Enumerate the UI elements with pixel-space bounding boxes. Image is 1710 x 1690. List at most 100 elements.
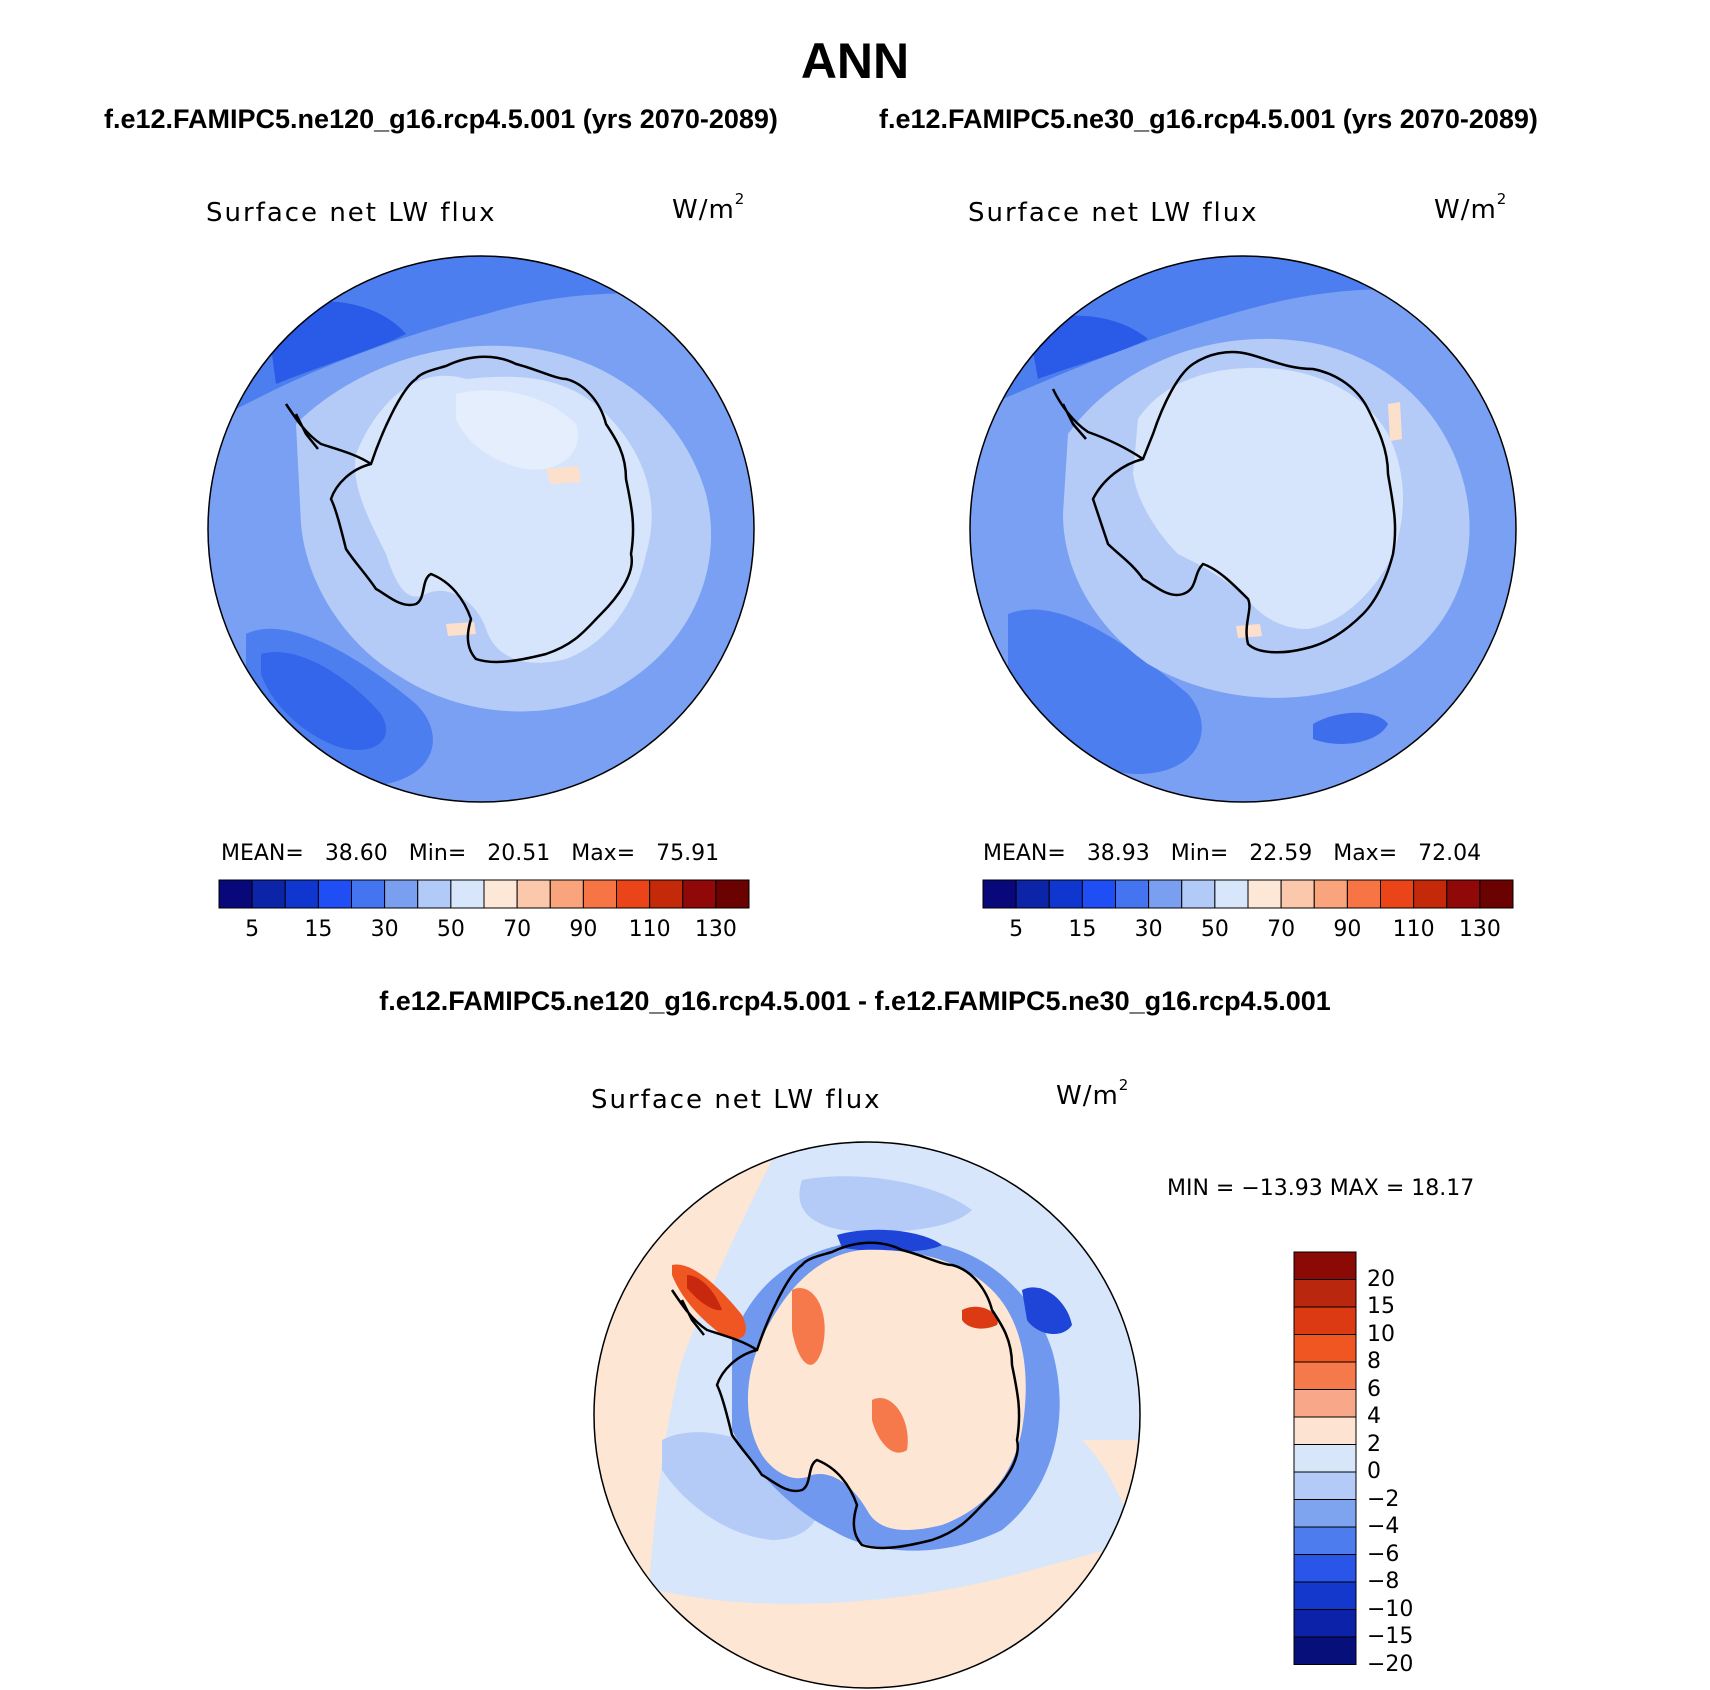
case1-title: f.e12.FAMIPC5.ne120_g16.rcp4.5.001 (yrs … (104, 104, 778, 134)
colorbar-tick-label: 8 (1367, 1349, 1381, 1374)
colorbar-swatch (1293, 1444, 1357, 1473)
map-panel1 (207, 255, 755, 803)
colorbar-tick-label: 70 (1267, 917, 1296, 942)
colorbar-swatch (1115, 879, 1150, 909)
colorbar-tick-label: 5 (1009, 917, 1024, 942)
map-panel3-difference (593, 1141, 1141, 1689)
colorbar-tick-label: 130 (1458, 917, 1501, 942)
colorbar-tick-label: 10 (1367, 1321, 1395, 1347)
colorbar-tick-label: 90 (569, 917, 598, 942)
map-panel2 (969, 255, 1517, 803)
colorbar-tick-label: 4 (1367, 1404, 1381, 1429)
colorbar-tick-label: 110 (1392, 917, 1435, 942)
case2-title: f.e12.FAMIPC5.ne30_g16.rcp4.5.001 (yrs 2… (879, 104, 1538, 134)
colorbar-swatch (1293, 1609, 1357, 1638)
colorbar-tick-label: −8 (1367, 1569, 1400, 1594)
difference-title: f.e12.FAMIPC5.ne120_g16.rcp4.5.001 - f.e… (379, 986, 1331, 1016)
colorbar-swatch (982, 879, 1017, 909)
colorbar-swatch (1313, 879, 1348, 909)
colorbar-swatch (1293, 1251, 1357, 1280)
peninsula (284, 403, 372, 466)
colorbar-swatch (1446, 879, 1481, 909)
colorbar-tick-label: 5 (245, 917, 260, 942)
colorbar-swatch (450, 879, 485, 909)
colorbar-swatch (317, 879, 352, 909)
main-title: ANN (800, 33, 910, 89)
colorbar-tick-label: 70 (503, 917, 532, 942)
colorbar-tick-label: 30 (1134, 917, 1163, 942)
colorbar-swatch (251, 879, 286, 909)
colorbar-tick-label: 110 (628, 917, 671, 942)
colorbar-swatch (1293, 1306, 1357, 1335)
colorbar-tick-label: −15 (1367, 1624, 1414, 1649)
ocean-deep-patch-sw (261, 652, 387, 750)
colorbar-swatch (1479, 879, 1514, 909)
coastline (715, 1241, 1021, 1550)
panel1-label: Surface net LW flux (206, 198, 497, 228)
warm-spot-1 (1388, 402, 1402, 441)
diff-red-spot-ne (962, 1306, 998, 1329)
colorbar-swatch (1280, 879, 1315, 909)
colorbar-swatch (1293, 1471, 1357, 1500)
colorbar-swatch (1293, 1581, 1357, 1610)
colorbar-swatch (1293, 1526, 1357, 1555)
colorbar-swatch (616, 879, 651, 909)
continent-interior (1133, 367, 1403, 629)
diff-red-streak-2 (872, 1398, 908, 1453)
colorbar-swatch (682, 879, 717, 909)
colorbar-panel2 (982, 879, 1514, 909)
colorbar-swatch (1293, 1279, 1357, 1308)
diff-deep-blue-n (837, 1229, 942, 1252)
colorbar-swatch (1293, 1361, 1357, 1390)
colorbar-swatch (1048, 879, 1083, 909)
colorbar-tick-label: −20 (1367, 1651, 1414, 1677)
panel1-units: W/m2 (672, 190, 746, 225)
diff-warm-west (594, 1142, 782, 1688)
colorbar-swatch (1293, 1499, 1357, 1528)
colorbar-tick-label: 50 (1200, 917, 1229, 942)
colorbar-swatch (1181, 879, 1216, 909)
colorbar-tick-label: 0 (1367, 1459, 1381, 1484)
colorbar-swatch (417, 879, 452, 909)
colorbar-swatch (1293, 1636, 1357, 1665)
colorbar-swatch (1247, 879, 1282, 909)
warm-spot-1 (546, 466, 581, 484)
colorbar-tick-label: 50 (436, 917, 465, 942)
colorbar-tick-label: 30 (370, 917, 399, 942)
diff-cool-patch-north (799, 1176, 972, 1232)
colorbar-swatch (351, 879, 386, 909)
colorbar-difference (1293, 1251, 1357, 1665)
colorbar-tick-label: −2 (1367, 1486, 1400, 1512)
colorbar-swatch (649, 879, 684, 909)
colorbar-swatch (1293, 1334, 1357, 1363)
colorbar-swatch (1380, 879, 1415, 909)
panel3-minmax: MIN = −13.93 MAX = 18.17 (1167, 1176, 1475, 1201)
colorbar-swatch (1148, 879, 1183, 909)
colorbar-tick-label: −4 (1367, 1514, 1400, 1539)
colorbar-swatch (1081, 879, 1116, 909)
ocean-dark-band (970, 256, 1516, 414)
colorbar-tick-label: −10 (1367, 1596, 1414, 1622)
coastline (1091, 350, 1397, 654)
colorbar-tick-label: 6 (1367, 1376, 1381, 1402)
diff-deep-blue-ne (1022, 1287, 1072, 1335)
diff-red-streak-1 (792, 1288, 825, 1365)
panel2-label: Surface net LW flux (968, 198, 1259, 228)
coastline (329, 355, 635, 664)
colorbar-tick-label: 2 (1367, 1431, 1381, 1457)
colorbar-panel1 (218, 879, 750, 909)
colorbar-swatch (284, 879, 319, 909)
diff-warm-east (1082, 1440, 1140, 1560)
panel2-units: W/m2 (1434, 190, 1508, 225)
colorbar-swatch (582, 879, 617, 909)
panel1-stats: MEAN= 38.60 Min= 20.51 Max= 75.91 (221, 841, 720, 866)
colorbar-swatch (715, 879, 750, 909)
colorbar-tick-label: 20 (1367, 1266, 1395, 1292)
colorbar-swatch (1293, 1416, 1357, 1445)
peninsula (670, 1289, 758, 1352)
colorbar-swatch (218, 879, 253, 909)
continent-interior (355, 375, 652, 663)
colorbar-tick-label: −6 (1367, 1541, 1400, 1567)
colorbar-swatch (1015, 879, 1050, 909)
panel3-units: W/m2 (1056, 1076, 1130, 1111)
